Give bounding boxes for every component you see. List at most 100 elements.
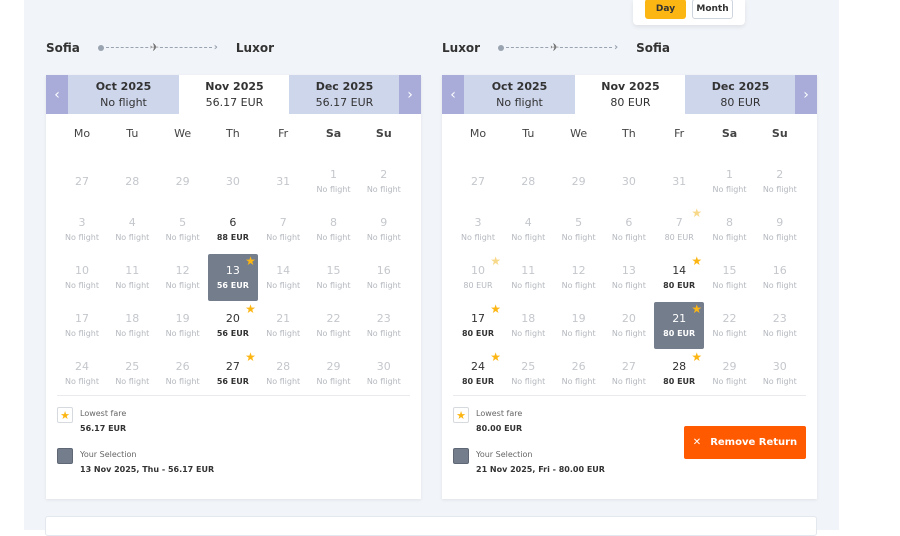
next-month-button[interactable]: › [399,75,421,114]
day-cell[interactable]: 10 80 EUR ★ [453,254,503,301]
day-cell[interactable]: 28 80 EUR ★ [654,350,704,397]
day-cell: 4 No flight [503,206,553,253]
day-number: 5 [179,215,187,229]
day-number: 10 [75,263,89,277]
day-number: 12 [175,263,190,277]
weekday-header: Tu [126,127,139,140]
weekday-header: Su [375,127,392,140]
day-cell: 2 No flight [359,158,409,205]
star-icon: ★ [691,206,703,220]
day-price: No flight [712,328,747,338]
day-price: No flight [561,376,596,386]
day-price: No flight [511,280,546,290]
month-tab-next[interactable]: Dec 2025 80 EUR [685,75,796,114]
weekday-header: Tu [522,127,535,140]
day-number: 28 [521,175,536,188]
weekday-header: Sa [721,127,738,140]
toggle-day-button[interactable]: Day [645,0,686,19]
day-cell: 8 No flight [309,206,359,253]
day-cell[interactable]: 6 88 EUR [208,206,258,253]
day-cell[interactable]: 7 80 EUR ★ [654,206,704,253]
day-cell: 31 [654,158,704,205]
day-number: 20 [225,311,240,325]
day-cell[interactable]: 27 56 EUR ★ [208,350,258,397]
day-price: No flight [611,328,646,338]
lowest-fare-label: Lowest fare [80,409,127,418]
day-price: No flight [366,232,401,242]
toggle-month-button[interactable]: Month [692,0,733,19]
selection-label: Your Selection [80,450,137,459]
remove-return-button[interactable]: ✕ Remove Return [684,426,806,459]
day-price: No flight [165,232,200,242]
route-connector: ✈ › [498,41,618,55]
day-cell-selected[interactable]: 13 56 EUR ★ [207,254,258,301]
day-cell: 3 No flight [453,206,503,253]
day-number: 19 [175,311,190,325]
day-cell[interactable]: 20 56 EUR ★ [208,302,258,349]
day-number: 21 [276,311,291,325]
day-number: 22 [722,311,737,325]
view-toggle: Day Month [633,0,745,25]
day-number: 27 [621,359,636,373]
route-origin: Luxor [442,41,481,55]
day-cell: 11 No flight [503,254,553,301]
day-number: 17 [471,311,485,325]
month-tab-prev[interactable]: Oct 2025 No flight [464,75,575,114]
day-cell-selected[interactable]: 21 80 EUR ★ [654,302,705,349]
day-cell: 8 No flight [705,206,755,253]
day-number: 29 [722,359,737,373]
month-tab-next[interactable]: Dec 2025 56.17 EUR [289,75,400,114]
day-number: 24 [75,359,89,373]
day-number: 31 [276,175,291,188]
day-price: No flight [115,376,150,386]
day-price: 80 EUR [663,280,696,290]
day-number: 13 [621,263,636,277]
day-cell[interactable]: 17 80 EUR ★ [453,302,503,349]
day-price: No flight [266,280,301,290]
day-cell: 12 No flight [554,254,604,301]
month-tab-current[interactable]: Nov 2025 80 EUR [575,75,686,114]
day-cell: 18 No flight [503,302,553,349]
day-price: No flight [316,328,351,338]
day-number: 11 [125,263,140,277]
day-price: No flight [316,376,351,386]
day-price: 80 EUR [461,376,495,386]
day-cell: 9 No flight [755,206,805,253]
day-number: 11 [521,263,536,277]
month-tab-prev[interactable]: Oct 2025 No flight [68,75,179,114]
star-icon: ★ [691,302,703,316]
day-price: No flight [511,376,546,386]
day-cell[interactable]: 24 80 EUR ★ [453,350,503,397]
day-number: 8 [726,215,733,229]
day-price: 56 EUR [216,328,249,338]
chevron-left-icon: ‹ [450,86,456,103]
day-price: No flight [65,232,99,242]
star-icon: ★ [490,302,501,316]
prev-month-button[interactable]: ‹ [46,75,68,114]
day-price: No flight [461,232,495,242]
day-number: 23 [772,311,787,325]
day-cell: 10 No flight [57,254,107,301]
day-number: 25 [521,359,536,373]
weekday-header: Mo [73,127,91,140]
day-number: 29 [326,359,341,373]
month-tab-current[interactable]: Nov 2025 56.17 EUR [179,75,290,114]
day-cell: 29 No flight [705,350,755,397]
day-price: No flight [762,184,797,194]
day-price: No flight [316,232,351,242]
day-cell[interactable]: 14 80 EUR ★ [654,254,704,301]
day-number: 19 [571,311,586,325]
month-selector: ‹ Oct 2025 No flight Nov 2025 56.17 EUR … [46,75,421,114]
day-number: 27 [225,359,240,373]
day-price: No flight [65,280,99,290]
day-cell: 16 No flight [755,254,805,301]
weekday-header: Fr [674,127,685,140]
day-cell: 6 No flight [604,206,654,253]
day-price: No flight [611,376,646,386]
day-number: 23 [376,311,391,325]
prev-month-button[interactable]: ‹ [442,75,464,114]
next-month-button[interactable]: › [795,75,817,114]
day-cell: 15 No flight [309,254,359,301]
day-number: 3 [78,215,86,229]
day-cell: 31 [258,158,308,205]
